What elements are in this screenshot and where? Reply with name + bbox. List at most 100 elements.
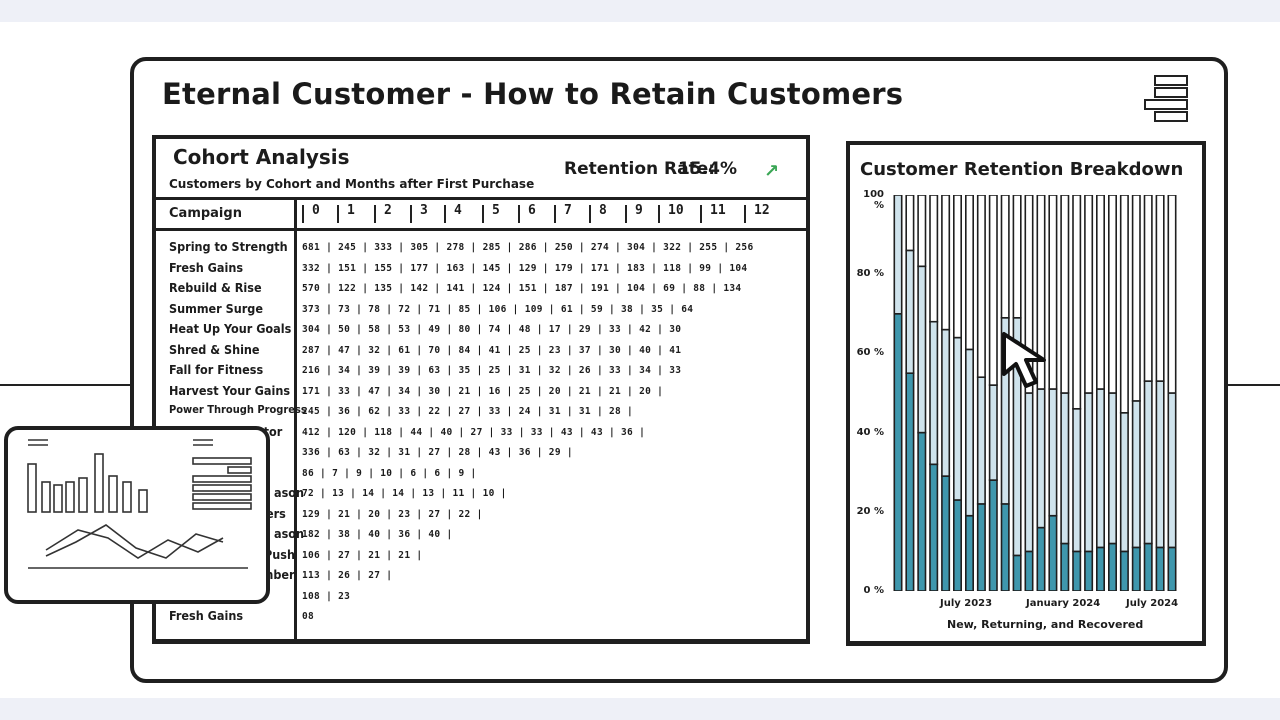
campaign-label[interactable]: Fall for Fitness xyxy=(169,362,264,377)
campaign-label[interactable]: Spring to Strength xyxy=(169,239,288,254)
bar-segment-1[interactable] xyxy=(917,265,927,434)
bar-segment-1[interactable] xyxy=(1024,392,1034,553)
bar-segment-0[interactable] xyxy=(1024,550,1034,591)
bar-segment-1[interactable] xyxy=(1119,412,1129,553)
bar-segment-2[interactable] xyxy=(1131,195,1141,402)
bar-segment-2[interactable] xyxy=(917,195,927,268)
cohort-row: 72 | 13 | 14 | 14 | 13 | 11 | 10 | xyxy=(302,488,507,499)
bar-segment-0[interactable] xyxy=(1155,546,1165,591)
bar-segment-0[interactable] xyxy=(1131,546,1141,591)
bar-segment-2[interactable] xyxy=(941,195,951,331)
dashboard-thumbnail[interactable] xyxy=(4,426,270,604)
bar-segment-1[interactable] xyxy=(1084,392,1094,553)
campaign-label-partial[interactable]: ason xyxy=(274,526,305,541)
bar-segment-2[interactable] xyxy=(1012,195,1022,319)
bar-segment-0[interactable] xyxy=(905,372,915,591)
bar-segment-2[interactable] xyxy=(952,195,962,339)
bar-segment-0[interactable] xyxy=(1084,550,1094,591)
cohort-row: 412 | 120 | 118 | 44 | 40 | 27 | 33 | 33… xyxy=(302,426,646,438)
bar-segment-1[interactable] xyxy=(1060,392,1070,545)
chart-caption: New, Returning, and Recovered xyxy=(947,618,1144,631)
bar-segment-0[interactable] xyxy=(1000,503,1010,591)
bar-segment-0[interactable] xyxy=(1012,554,1022,591)
bar-segment-2[interactable] xyxy=(1048,195,1058,390)
bar-segment-2[interactable] xyxy=(988,195,998,386)
bar-segment-1[interactable] xyxy=(1048,388,1058,517)
bar-segment-2[interactable] xyxy=(1036,195,1046,390)
bar-segment-1[interactable] xyxy=(988,384,998,481)
bar-segment-0[interactable] xyxy=(1036,526,1046,591)
x-tick-label: July 2024 xyxy=(1126,598,1179,609)
bar-segment-2[interactable] xyxy=(1060,195,1070,394)
bar-segment-1[interactable] xyxy=(929,320,939,466)
bar-segment-0[interactable] xyxy=(1119,550,1129,591)
campaign-label[interactable]: Heat Up Your Goals xyxy=(169,321,292,336)
bar-segment-2[interactable] xyxy=(1143,195,1153,382)
retention-rate-value: 15.4% xyxy=(678,159,737,179)
campaign-label-partial[interactable]: Push xyxy=(264,546,295,562)
cohort-row: 681 | 245 | 333 | 305 | 278 | 285 | 286 … xyxy=(302,242,754,253)
bar-segment-0[interactable] xyxy=(917,431,927,591)
campaign-label[interactable]: Summer Surge xyxy=(169,300,263,316)
bar-segment-1[interactable] xyxy=(1167,392,1177,549)
bar-segment-2[interactable] xyxy=(1024,195,1034,394)
bar-segment-1[interactable] xyxy=(965,348,975,517)
bar-segment-1[interactable] xyxy=(1096,388,1106,549)
bar-segment-0[interactable] xyxy=(1096,546,1106,591)
bar-segment-1[interactable] xyxy=(1155,380,1165,549)
bar-segment-0[interactable] xyxy=(1143,542,1153,592)
bar-segment-0[interactable] xyxy=(941,475,951,591)
bar-segment-0[interactable] xyxy=(1108,542,1118,592)
bar-segment-1[interactable] xyxy=(1143,380,1153,545)
bar-segment-1[interactable] xyxy=(1072,408,1082,553)
campaign-label-partial[interactable]: ers xyxy=(266,505,286,521)
bar-segment-0[interactable] xyxy=(893,313,903,591)
bar-segment-1[interactable] xyxy=(1108,392,1118,545)
campaign-label[interactable]: Power Through Progress xyxy=(169,403,307,416)
campaign-label[interactable]: Fresh Gains xyxy=(169,259,244,275)
bar-segment-0[interactable] xyxy=(952,499,962,591)
bar-segment-1[interactable] xyxy=(952,336,962,501)
bar-segment-1[interactable] xyxy=(893,195,903,315)
bar-segment-1[interactable] xyxy=(941,328,951,477)
bar-segment-2[interactable] xyxy=(1096,195,1106,390)
campaign-label[interactable]: Harvest Your Gains xyxy=(169,382,291,398)
bar-segment-1[interactable] xyxy=(976,376,986,505)
bar-segment-2[interactable] xyxy=(976,195,986,378)
bar-segment-2[interactable] xyxy=(1084,195,1094,394)
bar-segment-0[interactable] xyxy=(1167,546,1177,591)
cohort-subtitle: Customers by Cohort and Months after Fir… xyxy=(169,177,535,191)
bar-segment-2[interactable] xyxy=(929,195,939,323)
bar-segment-2[interactable] xyxy=(965,195,975,351)
campaign-label[interactable]: Fresh Gains xyxy=(169,608,244,623)
bar-segment-2[interactable] xyxy=(1072,195,1082,410)
bar-segment-2[interactable] xyxy=(1119,195,1129,414)
bar-segment-2[interactable] xyxy=(1000,195,1010,319)
bar-segment-0[interactable] xyxy=(965,514,975,591)
bar-segment-1[interactable] xyxy=(905,249,915,375)
bar-segment-0[interactable] xyxy=(1060,542,1070,592)
bar-segment-0[interactable] xyxy=(976,503,986,591)
bar-segment-0[interactable] xyxy=(1048,514,1058,591)
month-divider xyxy=(482,205,484,223)
bar-segment-0[interactable] xyxy=(988,479,998,591)
bar-segment-1[interactable] xyxy=(1036,388,1046,529)
divider xyxy=(156,197,806,200)
bar-segment-1[interactable] xyxy=(1131,400,1141,549)
bar-segment-0[interactable] xyxy=(1072,550,1082,591)
bar-segment-2[interactable] xyxy=(905,195,915,252)
menu-icon[interactable] xyxy=(1144,75,1188,123)
campaign-label[interactable]: Rebuild & Rise xyxy=(169,280,262,295)
app-title: Eternal Customer - How to Retain Custome… xyxy=(162,77,904,111)
dashboard-window: Eternal Customer - How to Retain Custome… xyxy=(130,57,1228,683)
bar-segment-2[interactable] xyxy=(1167,195,1177,394)
mouse-pointer-icon xyxy=(1002,332,1046,388)
bar-segment-2[interactable] xyxy=(1108,195,1118,394)
campaign-label[interactable]: Shred & Shine xyxy=(169,341,260,357)
month-divider xyxy=(625,205,627,223)
bar-segment-2[interactable] xyxy=(1155,195,1165,382)
month-divider xyxy=(554,205,556,223)
campaign-label-partial[interactable]: ason xyxy=(274,485,305,500)
month-divider xyxy=(302,205,304,223)
bar-segment-0[interactable] xyxy=(929,463,939,591)
